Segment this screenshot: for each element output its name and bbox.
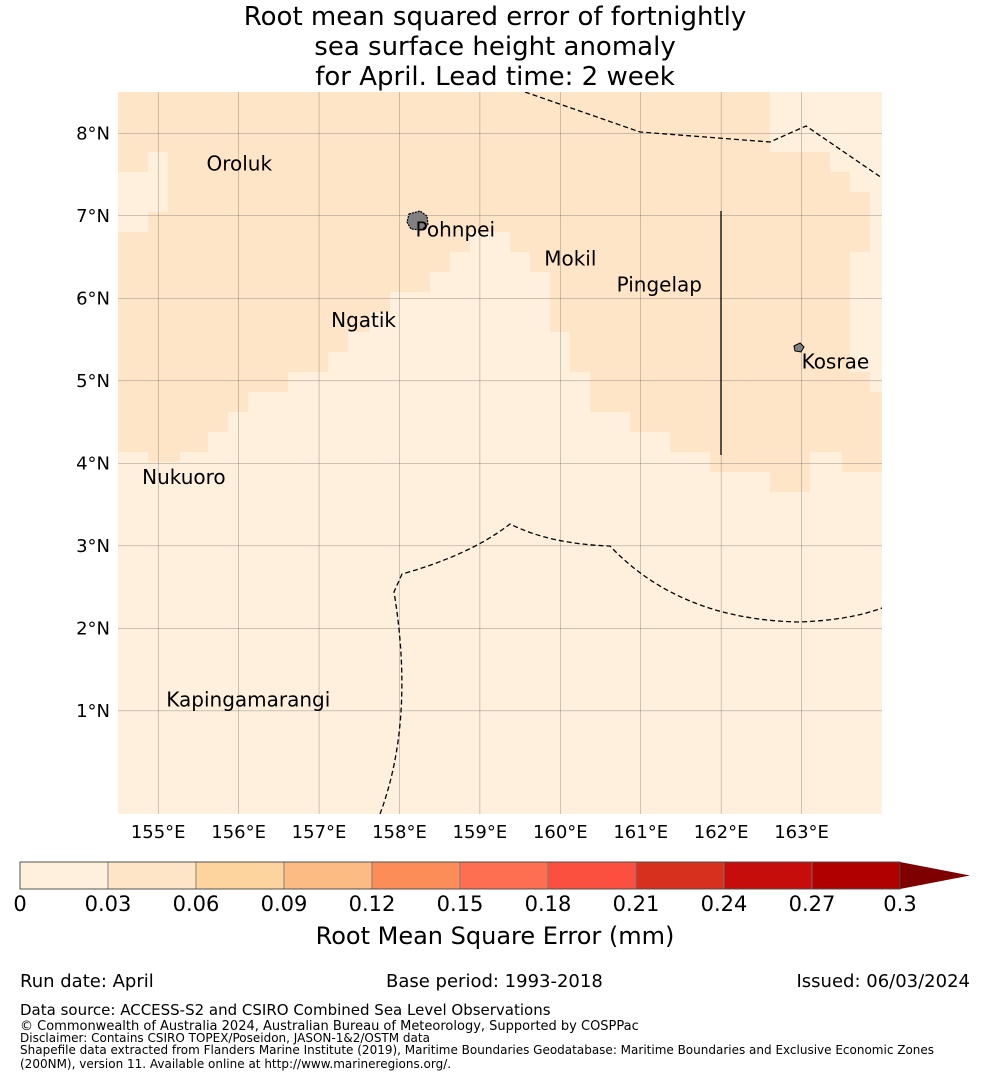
- colorbar-segment: [723, 861, 813, 890]
- rmse-notch-ne: [770, 92, 882, 152]
- colorbar-outline: [19, 861, 901, 890]
- title-line-3: for April. Lead time: 2 week: [315, 62, 675, 92]
- colorbar: [19, 861, 970, 890]
- title-line-2: sea surface height anomaly: [314, 32, 676, 62]
- rmse-class-high: [118, 92, 882, 492]
- lat-tick-label: 3°N: [76, 536, 110, 557]
- map-plot-area: Oroluk Pohnpei Mokil Pingelap Ngatik Kosrae Nu…: [118, 92, 882, 814]
- eez-boundary-south: [379, 523, 882, 814]
- base-period: Base period: 1993-2018: [386, 971, 603, 992]
- colorbar-segment: [19, 861, 109, 890]
- colorbar-segment: [635, 861, 725, 890]
- colorbar-tick-label: 0.06: [172, 892, 220, 916]
- lat-tick-label: 4°N: [76, 453, 110, 474]
- colorbar-segment: [547, 861, 637, 890]
- colorbar-tick-label: 0.15: [436, 892, 484, 916]
- colorbar-tick-label: 0.09: [260, 892, 308, 916]
- colorbar-tick-label: 0.3: [883, 892, 917, 916]
- title-line-1: Root mean squared error of fortnightly: [243, 2, 747, 32]
- lon-tick-label: 157°E: [292, 822, 347, 843]
- lat-tick-label: 6°N: [76, 288, 110, 309]
- lat-tick-label: 2°N: [76, 618, 110, 639]
- colorbar-tick-label: 0.27: [788, 892, 836, 916]
- kosrae-island: [793, 342, 805, 353]
- footer-source: Data source: ACCESS-S2 and CSIRO Combine…: [20, 1001, 551, 1019]
- place-labels: Oroluk Pohnpei Mokil Pingelap Ngatik Kosrae Nu…: [142, 151, 869, 711]
- colorbar-tick-label: 0: [13, 892, 27, 916]
- colorbar-label: Root Mean Square Error (mm): [315, 922, 675, 950]
- colorbar-extend-arrow: [900, 862, 970, 889]
- place-label: Nukuoro: [142, 465, 226, 489]
- lat-tick-label: 5°N: [76, 371, 110, 392]
- place-label: Oroluk: [206, 151, 272, 175]
- colorbar-segment: [283, 861, 373, 890]
- colorbar-segment: [195, 861, 285, 890]
- lat-tick-label: 7°N: [76, 206, 110, 227]
- lon-tick-label: 161°E: [613, 822, 668, 843]
- colorbar-tick-label: 0.12: [348, 892, 396, 916]
- map-title: Root mean squared error of fortnightly s…: [0, 2, 990, 92]
- lon-tick-label: 159°E: [453, 822, 508, 843]
- place-label: Pohnpei: [416, 217, 496, 241]
- place-label: Kosrae: [802, 349, 870, 373]
- lon-tick-label: 158°E: [372, 822, 427, 843]
- rmse-notch-west: [118, 172, 148, 232]
- issued-date: Issued: 06/03/2024: [796, 971, 970, 992]
- colorbar-segment: [107, 861, 197, 890]
- colorbar-tick-label: 0.03: [84, 892, 132, 916]
- footer-disclaimer: Disclaimer: Contains CSIRO TOPEX/Poseido…: [20, 1031, 430, 1045]
- place-label: Kapingamarangi: [166, 688, 330, 712]
- lat-tick-label: 1°N: [76, 701, 110, 722]
- run-date: Run date: April: [20, 971, 154, 992]
- footer-copyright: © Commonwealth of Australia 2024, Austra…: [20, 1019, 639, 1034]
- footer-shapefile-1: Shapefile data extracted from Flanders M…: [20, 1043, 935, 1057]
- colorbar-tick-label: 0.21: [612, 892, 660, 916]
- footer-shapefile-2: (200NM), version 11. Available online at…: [20, 1057, 452, 1071]
- place-label: Ngatik: [331, 308, 396, 332]
- place-label: Mokil: [544, 246, 596, 270]
- colorbar-segment: [459, 861, 549, 890]
- pohnpei-island: [406, 210, 429, 231]
- colorbar-tick-label: 0.24: [700, 892, 748, 916]
- lon-tick-label: 162°E: [694, 822, 749, 843]
- eez-boundary-north: [524, 92, 882, 179]
- colorbar-segment: [371, 861, 461, 890]
- axis-labels: 155°E 156°E 157°E 158°E 159°E 160°E 161°E 162°E…: [76, 123, 829, 843]
- lon-tick-label: 155°E: [131, 822, 186, 843]
- lon-tick-label: 163°E: [774, 822, 829, 843]
- colorbar-tick-label: 0.18: [524, 892, 572, 916]
- colorbar-segment: [811, 861, 901, 890]
- lon-tick-label: 160°E: [533, 822, 588, 843]
- lon-tick-label: 156°E: [211, 822, 266, 843]
- place-label: Pingelap: [617, 273, 702, 297]
- lat-tick-label: 8°N: [76, 123, 110, 144]
